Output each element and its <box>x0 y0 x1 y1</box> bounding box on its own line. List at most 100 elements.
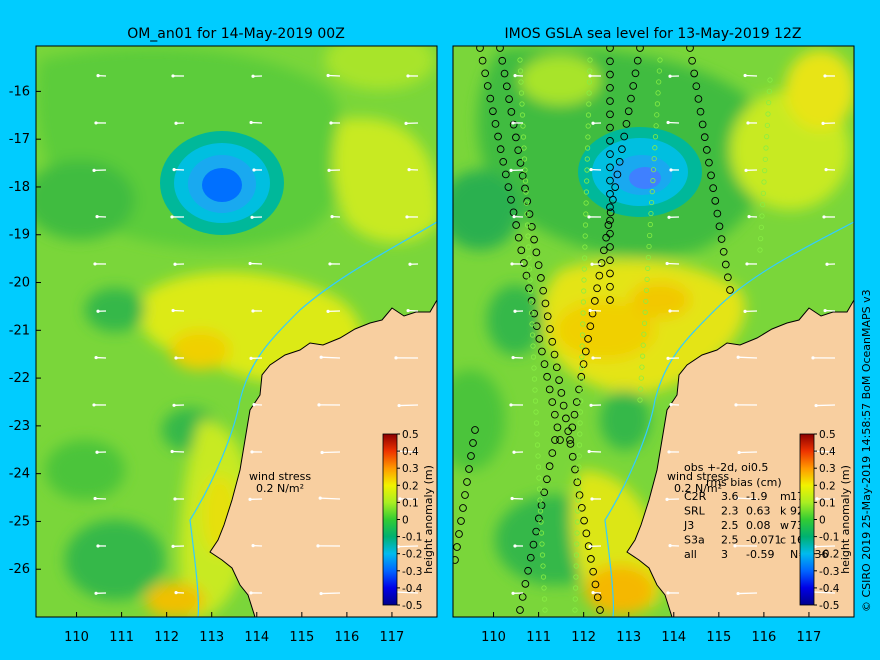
stats-header: obs +-2d, oi0.5 <box>684 461 768 474</box>
track-obs-dotted <box>541 596 548 602</box>
wind-vector-head <box>588 74 592 78</box>
track-obs <box>537 274 545 282</box>
wind-vector-head <box>408 262 412 266</box>
track-obs-dotted <box>535 453 541 459</box>
stats-bias: -1.9 <box>746 490 767 503</box>
track-obs <box>550 410 559 419</box>
wind-vector-head <box>668 544 672 548</box>
track-obs-dotted <box>573 574 579 580</box>
track-obs-dotted <box>764 134 770 140</box>
track-obs <box>690 69 699 78</box>
track-obs <box>711 196 720 205</box>
track-obs <box>551 436 559 444</box>
track-obs <box>543 312 552 321</box>
track-obs-dotted <box>767 77 773 83</box>
track-obs <box>481 69 490 78</box>
colorbar-tick-label: 0.4 <box>402 446 419 458</box>
colorbar-gradient <box>799 433 815 606</box>
colorbar-tick-label: -0.5 <box>402 600 423 612</box>
wind-vector-head <box>252 168 256 172</box>
track-obs-dotted <box>579 343 585 349</box>
wind-vector-head <box>250 215 254 219</box>
wind-vector <box>322 451 341 454</box>
track-obs-dotted <box>575 497 581 503</box>
wind-vector <box>328 74 341 77</box>
track-obs <box>726 286 734 294</box>
wind-vector-head <box>94 121 98 125</box>
wind-vector-head <box>588 308 592 313</box>
track-obs-dotted <box>656 68 662 74</box>
track-obs <box>465 465 473 473</box>
wind-vector-head <box>92 168 96 172</box>
track-obs-dotted <box>575 508 581 514</box>
track-obs-dotted <box>758 236 764 242</box>
track-obs-dotted <box>529 332 536 338</box>
colorbar-tick-label: -0.4 <box>819 583 840 595</box>
wind-vector-head <box>669 403 673 407</box>
track-obs-dotted <box>575 486 581 492</box>
wind-vector <box>321 356 341 359</box>
track-obs-dotted <box>521 145 527 151</box>
track-obs <box>557 389 566 397</box>
colorbar-tick-label: 0.3 <box>402 463 419 475</box>
wind-vector-head <box>588 544 592 548</box>
wind-vector-head <box>744 168 748 172</box>
track-obs <box>523 197 532 206</box>
colorbar-tick-label: -0.2 <box>819 549 840 561</box>
track-obs <box>512 221 520 229</box>
wind-vector-head <box>513 74 517 78</box>
track-obs-dotted <box>647 221 653 228</box>
wind-vector-head <box>170 215 174 219</box>
track-obs <box>541 299 550 308</box>
track-obs-dotted <box>517 57 523 63</box>
wind-vector-head <box>93 638 96 641</box>
track-obs <box>606 110 614 119</box>
track-obs <box>509 120 518 129</box>
track-obs <box>483 82 492 90</box>
track-obs-dotted <box>530 343 536 349</box>
wind-vector-head <box>249 356 253 360</box>
track-obs-dotted <box>641 320 648 326</box>
stats-rms: 3.6 <box>721 490 739 503</box>
colorbar-tick-label: -0.3 <box>402 566 423 578</box>
stats-sat: SRL <box>684 505 706 518</box>
track-obs-dotted <box>649 189 655 195</box>
track-obs <box>566 436 574 444</box>
wind-vector-head <box>667 215 671 219</box>
wind-vector-head <box>96 309 100 313</box>
stats-bias: -0.59 <box>746 548 774 561</box>
track-obs <box>593 284 601 293</box>
left-panel: OM_an01 for 14-May-2019 00Z <box>9 26 438 645</box>
y-tick-label: -19 <box>9 228 30 243</box>
wind-vector-head <box>317 403 321 407</box>
track-obs <box>606 269 614 278</box>
stats-flag: c <box>780 534 786 547</box>
wind-vector-head <box>665 497 669 501</box>
track-obs-dotted <box>639 364 645 370</box>
track-obs <box>591 580 600 589</box>
stats-sat: C2R <box>684 490 707 503</box>
track-obs <box>507 108 516 116</box>
track-obs <box>570 410 579 419</box>
track-obs-dotted <box>517 68 524 74</box>
colorbar-tick-label: -0.5 <box>819 600 840 612</box>
track-obs-dotted <box>539 552 546 558</box>
track-obs <box>496 145 505 154</box>
track-obs-dotted <box>527 288 534 294</box>
track-obs-dotted <box>654 101 661 107</box>
wind-vector-head <box>96 74 100 78</box>
wind-vector-head <box>811 356 815 360</box>
track-obs-dotted <box>581 288 587 294</box>
track-obs <box>606 136 614 145</box>
left-wind-vectors <box>92 73 419 641</box>
track-obs-dotted <box>586 101 592 107</box>
track-obs <box>631 69 640 78</box>
right-wind-legend-label: wind stress <box>667 470 729 483</box>
track-obs <box>590 297 599 305</box>
track-obs-dotted <box>646 243 652 250</box>
track-obs <box>491 120 500 128</box>
track-obs <box>471 426 479 434</box>
right-map <box>453 46 854 617</box>
track-obs-dotted <box>577 409 584 415</box>
stats-columns: rms bias (cm) <box>706 476 782 489</box>
